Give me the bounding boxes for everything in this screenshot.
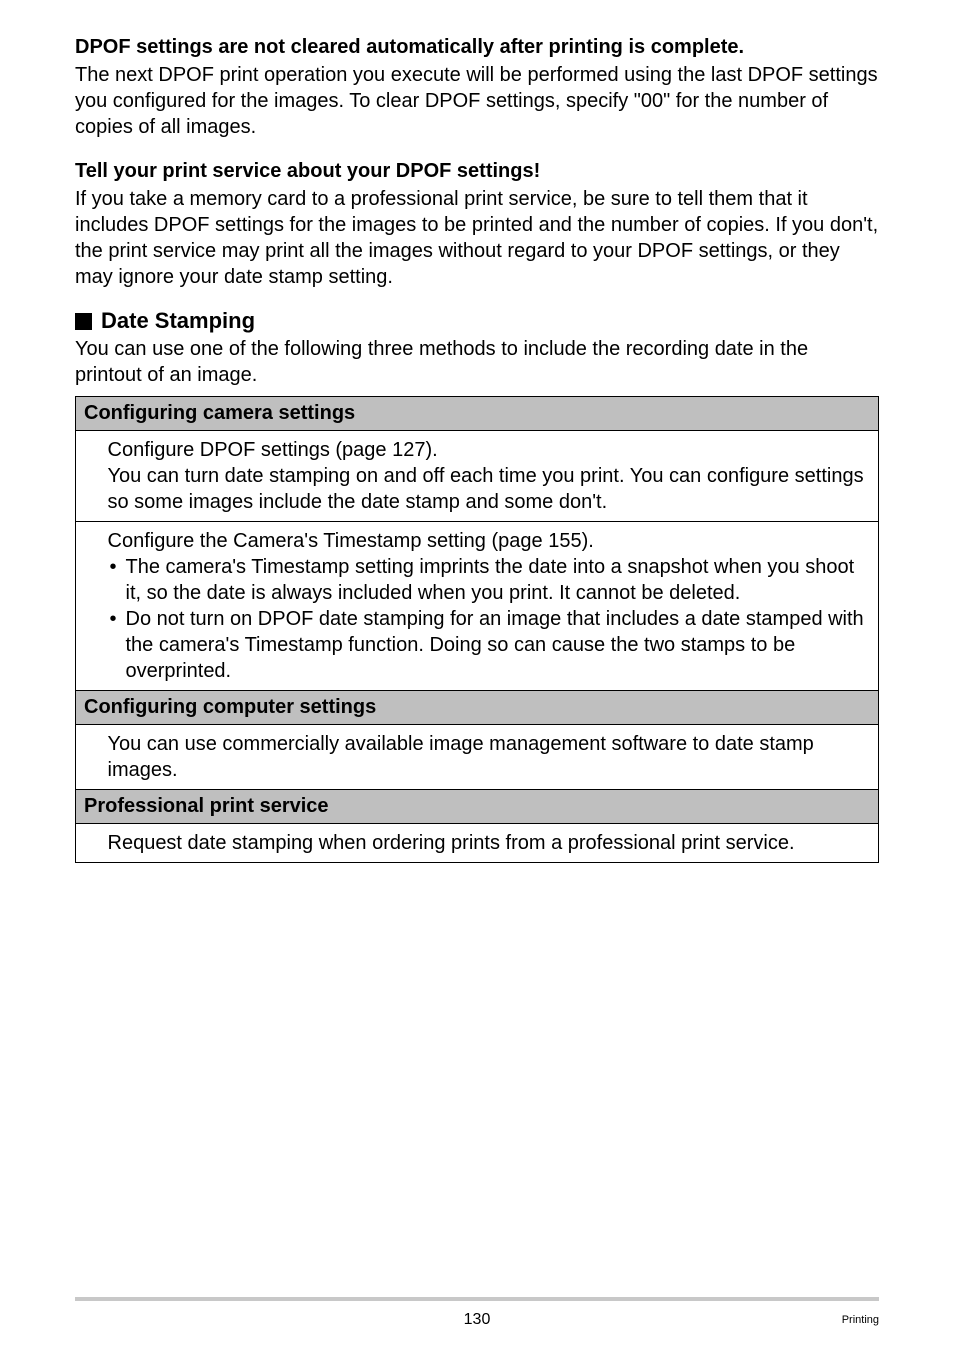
- paragraph-tell-print-service: If you take a memory card to a professio…: [75, 186, 879, 290]
- paragraph-date-stamping: You can use one of the following three m…: [75, 336, 879, 388]
- cell-line: You can turn date stamping on and off ea…: [108, 463, 869, 515]
- table-cell-timestamp: Configure the Camera's Timestamp setting…: [98, 522, 879, 691]
- table-spacer: [76, 725, 98, 790]
- cell-line: Configure the Camera's Timestamp setting…: [108, 528, 869, 554]
- table-spacer: [76, 431, 98, 522]
- square-bullet-icon: [75, 313, 92, 330]
- cell-line: Configure DPOF settings (page 127).: [108, 437, 869, 463]
- heading-date-stamping: Date Stamping: [75, 308, 879, 334]
- heading-date-stamping-text: Date Stamping: [101, 308, 255, 334]
- table-cell-computer: You can use commercially available image…: [98, 725, 879, 790]
- table-spacer: [76, 824, 98, 863]
- table-header-camera: Configuring camera settings: [76, 397, 879, 431]
- table-header-computer: Configuring computer settings: [76, 691, 879, 725]
- footer-page-number: 130: [464, 1311, 491, 1329]
- table-header-professional: Professional print service: [76, 790, 879, 824]
- footer-section-label: Printing: [842, 1314, 879, 1326]
- footer-rule: [75, 1297, 879, 1301]
- paragraph-dpof-not-cleared: The next DPOF print operation you execut…: [75, 62, 879, 140]
- page-footer: 130 Printing: [0, 1309, 954, 1329]
- table-spacer: [76, 522, 98, 691]
- table-cell-professional: Request date stamping when ordering prin…: [98, 824, 879, 863]
- heading-dpof-not-cleared: DPOF settings are not cleared automatica…: [75, 34, 879, 60]
- table-cell-dpof-settings: Configure DPOF settings (page 127). You …: [98, 431, 879, 522]
- bullet-item: Do not turn on DPOF date stamping for an…: [108, 606, 869, 684]
- bullet-item: The camera's Timestamp setting imprints …: [108, 554, 869, 606]
- config-table: Configuring camera settings Configure DP…: [75, 396, 879, 863]
- heading-tell-print-service: Tell your print service about your DPOF …: [75, 158, 879, 184]
